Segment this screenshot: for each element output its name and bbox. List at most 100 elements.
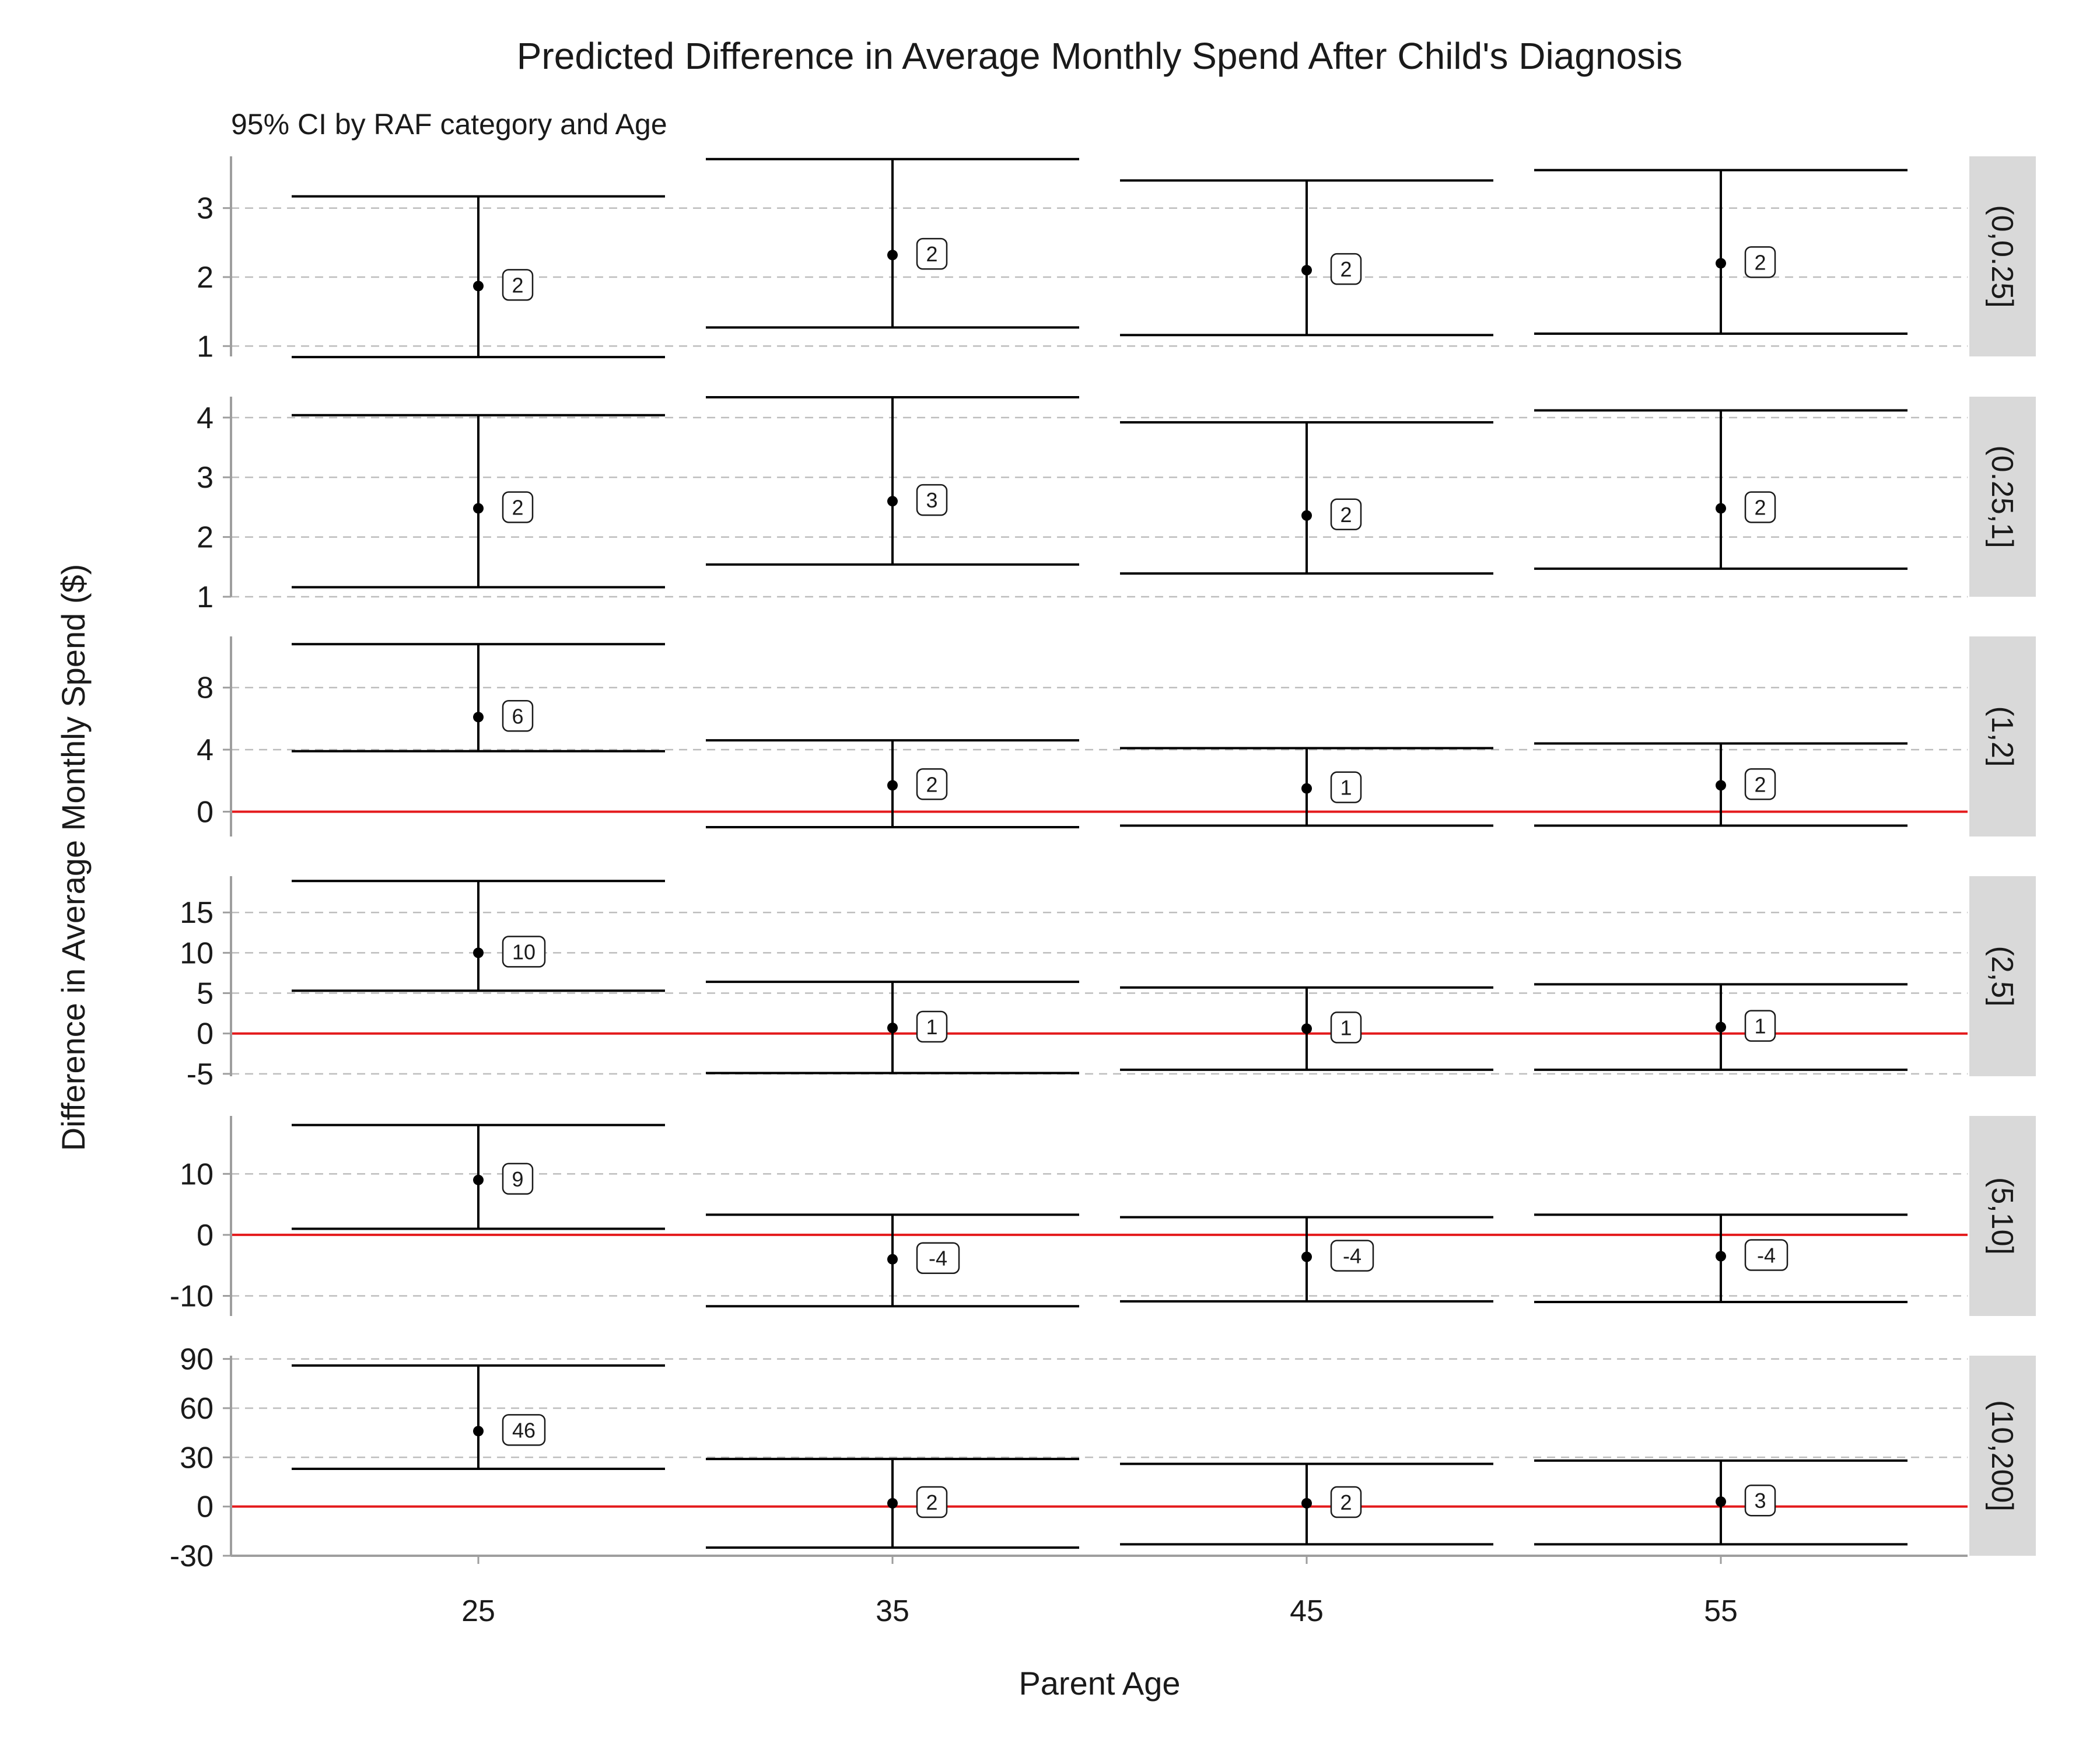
estimate-point: [1301, 1023, 1312, 1034]
data-label-box: [1744, 1484, 1776, 1517]
x-tick-label: 55: [1704, 1594, 1738, 1628]
estimate-point: [1301, 510, 1312, 521]
data-label: -4: [929, 1247, 947, 1270]
data-label-box: [502, 491, 534, 523]
data-label: 46: [512, 1418, 536, 1442]
facet-strip: [1969, 397, 2036, 597]
y-tick-label: 60: [180, 1392, 214, 1426]
data-label-box: [916, 484, 948, 516]
facet-strip-label: (10,200]: [1985, 1400, 2019, 1511]
data-label-box: [1330, 1012, 1362, 1044]
data-label: 1: [1340, 1016, 1352, 1040]
facet-strip-label: (1,2]: [1985, 706, 2019, 766]
estimate-point: [473, 712, 484, 723]
estimate-point: [887, 1254, 898, 1265]
y-tick-label: 4: [197, 401, 214, 435]
estimate-point: [1301, 1251, 1312, 1262]
data-label: -4: [1343, 1244, 1362, 1268]
data-label: 2: [926, 1490, 937, 1514]
data-label-box: [1744, 1239, 1788, 1271]
y-tick-label: 90: [180, 1343, 214, 1377]
data-label-box: [1330, 498, 1362, 531]
facet-panel: 1 2 3 4 (0.25,1] 2 3 2 2: [197, 396, 2036, 614]
estimate-point: [473, 281, 484, 292]
data-label-box: [1330, 253, 1362, 285]
estimate-point: [473, 947, 484, 958]
x-tick-label: 35: [876, 1594, 909, 1628]
y-tick-label: 0: [197, 1490, 214, 1524]
facet-strip: [1969, 876, 2036, 1076]
data-label: 2: [512, 273, 523, 297]
facet-panel: -30 0 30 60 90 (10,200] 46 2 2 3: [170, 1343, 2036, 1573]
y-axis-title: Difference in Average Monthly Spend ($): [55, 564, 92, 1152]
data-label: 3: [926, 488, 937, 512]
data-label: 1: [926, 1015, 937, 1039]
chart-title: Predicted Difference in Average Monthly …: [517, 35, 1683, 77]
data-label-box: [502, 269, 534, 301]
data-label: 2: [512, 495, 523, 519]
data-label: 3: [1754, 1489, 1766, 1513]
estimate-point: [1716, 1021, 1726, 1032]
data-label: 2: [1754, 250, 1766, 274]
data-label-box: [916, 237, 948, 270]
x-tick-label: 25: [461, 1594, 495, 1628]
data-label: 6: [512, 704, 523, 728]
data-label-box: [502, 1414, 546, 1446]
facet-strip-label: (0,0.25]: [1985, 205, 2019, 307]
estimate-point: [1716, 258, 1726, 269]
estimate-point: [1301, 1498, 1312, 1509]
facet-strip-label: (2,5]: [1985, 946, 2019, 1006]
data-label: 2: [1754, 495, 1766, 519]
y-tick-label: 0: [197, 1219, 214, 1252]
data-label-box: [916, 1242, 960, 1274]
y-tick-label: 15: [180, 896, 214, 930]
estimate-point: [1716, 1251, 1726, 1262]
data-label-box: [502, 936, 546, 968]
y-tick-label: -30: [170, 1539, 214, 1573]
estimate-point: [1716, 1496, 1726, 1507]
facet-strip: [1969, 1356, 2036, 1556]
data-label: 10: [512, 940, 536, 964]
y-tick-label: 1: [197, 330, 214, 363]
y-tick-label: 2: [197, 261, 214, 295]
data-label-box: [1744, 768, 1776, 800]
y-tick-label: 0: [197, 795, 214, 829]
data-label: 2: [1340, 257, 1352, 281]
data-label-box: [502, 1163, 534, 1195]
data-label: 2: [926, 772, 937, 796]
facet-strip-label: (5,10]: [1985, 1177, 2019, 1255]
facet-panels: 1 2 3 (0,0.25] 2 2 2 2 1 2 3 4 (0.25,1] 2 3 2 2 0 4 8 (1,2] 6…: [170, 156, 2036, 1573]
y-tick-label: 3: [197, 192, 214, 226]
estimate-point: [473, 503, 484, 514]
facet-panel: -5 0 5 10 15 (2,5] 10 1 1 1: [180, 876, 2036, 1091]
data-label: -4: [1757, 1244, 1776, 1268]
estimate-point: [473, 1174, 484, 1185]
data-label: 1: [1340, 776, 1352, 800]
facet-panel: 1 2 3 (0,0.25] 2 2 2 2: [197, 156, 2036, 363]
y-tick-label: 5: [197, 977, 214, 1011]
estimate-point: [887, 1023, 898, 1034]
y-tick-label: 0: [197, 1017, 214, 1051]
estimate-point: [473, 1426, 484, 1437]
facet-strip-label: (0.25,1]: [1985, 445, 2019, 548]
chart-subtitle: 95% CI by RAF category and Age: [231, 108, 667, 141]
data-label: 9: [512, 1167, 523, 1191]
data-label: 2: [926, 242, 937, 266]
data-label-box: [1744, 246, 1776, 278]
data-label: 1: [1754, 1014, 1766, 1038]
y-tick-label: 3: [197, 461, 214, 495]
estimate-point: [1301, 265, 1312, 276]
data-label-box: [502, 700, 534, 732]
x-axis-title: Parent Age: [1019, 1665, 1180, 1702]
data-label: 2: [1754, 772, 1766, 796]
data-label-box: [916, 1010, 948, 1043]
estimate-point: [887, 1498, 898, 1509]
estimate-point: [887, 250, 898, 261]
estimate-point: [1716, 503, 1726, 514]
estimate-point: [1301, 783, 1312, 794]
estimate-point: [887, 496, 898, 507]
x-axis: 25 35 45 55: [231, 1555, 1968, 1628]
data-label-box: [1744, 491, 1776, 523]
data-label: 2: [1340, 503, 1352, 527]
